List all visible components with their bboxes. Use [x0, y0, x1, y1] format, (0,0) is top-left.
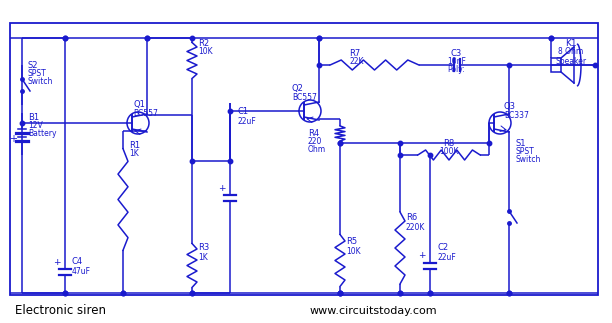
Text: +: +: [9, 134, 17, 144]
Text: 10K: 10K: [346, 246, 360, 255]
Text: 10K: 10K: [198, 47, 212, 56]
Text: R7: R7: [349, 48, 360, 57]
Text: C1: C1: [237, 107, 248, 116]
Text: Speaker: Speaker: [556, 57, 586, 66]
Text: C2: C2: [437, 244, 448, 253]
Text: 22uF: 22uF: [437, 254, 456, 263]
Text: +: +: [218, 184, 226, 193]
Text: R6: R6: [406, 214, 417, 223]
Bar: [551, 58, 561, 72]
Text: +: +: [53, 258, 61, 267]
Text: 1K: 1K: [198, 254, 207, 263]
Text: 47uF: 47uF: [72, 266, 91, 276]
Text: S2: S2: [28, 61, 39, 70]
Text: R3: R3: [198, 244, 209, 253]
Text: Switch: Switch: [515, 154, 540, 163]
Bar: [10, 23, 598, 295]
Text: 22uF: 22uF: [237, 117, 256, 126]
Text: Q1: Q1: [133, 100, 145, 109]
Text: S1: S1: [515, 139, 526, 148]
Text: 100K: 100K: [439, 148, 459, 157]
Text: SPST: SPST: [515, 147, 534, 155]
Text: www.circuitstoday.com: www.circuitstoday.com: [310, 306, 438, 316]
Text: 10nF: 10nF: [447, 57, 466, 66]
Text: R1: R1: [129, 141, 140, 151]
Text: 220K: 220K: [406, 224, 425, 233]
Text: +: +: [418, 252, 426, 261]
Text: R2: R2: [198, 38, 209, 47]
Text: Electronic siren: Electronic siren: [15, 305, 106, 318]
Text: Battery: Battery: [28, 130, 56, 139]
Text: BC557: BC557: [133, 109, 158, 118]
Text: K1: K1: [565, 38, 577, 47]
Text: Ohm: Ohm: [308, 145, 326, 154]
Text: R8: R8: [443, 139, 455, 148]
Text: Poly:: Poly:: [447, 66, 465, 75]
Text: C3: C3: [451, 48, 462, 57]
Text: R4: R4: [308, 130, 319, 139]
Text: 22K: 22K: [349, 57, 364, 66]
Text: C4: C4: [72, 256, 83, 266]
Text: 12V: 12V: [28, 121, 43, 130]
Text: BC557: BC557: [292, 92, 317, 101]
Text: R5: R5: [346, 236, 357, 245]
Text: SPST: SPST: [28, 69, 47, 78]
Text: Q2: Q2: [292, 85, 304, 93]
Text: 8 Ohm: 8 Ohm: [558, 47, 584, 57]
Text: 1K: 1K: [129, 150, 139, 159]
Text: Q3: Q3: [504, 102, 516, 111]
Text: B1: B1: [28, 113, 39, 122]
Text: BC337: BC337: [504, 110, 529, 120]
Text: Switch: Switch: [28, 78, 53, 87]
Text: 220: 220: [308, 138, 323, 147]
